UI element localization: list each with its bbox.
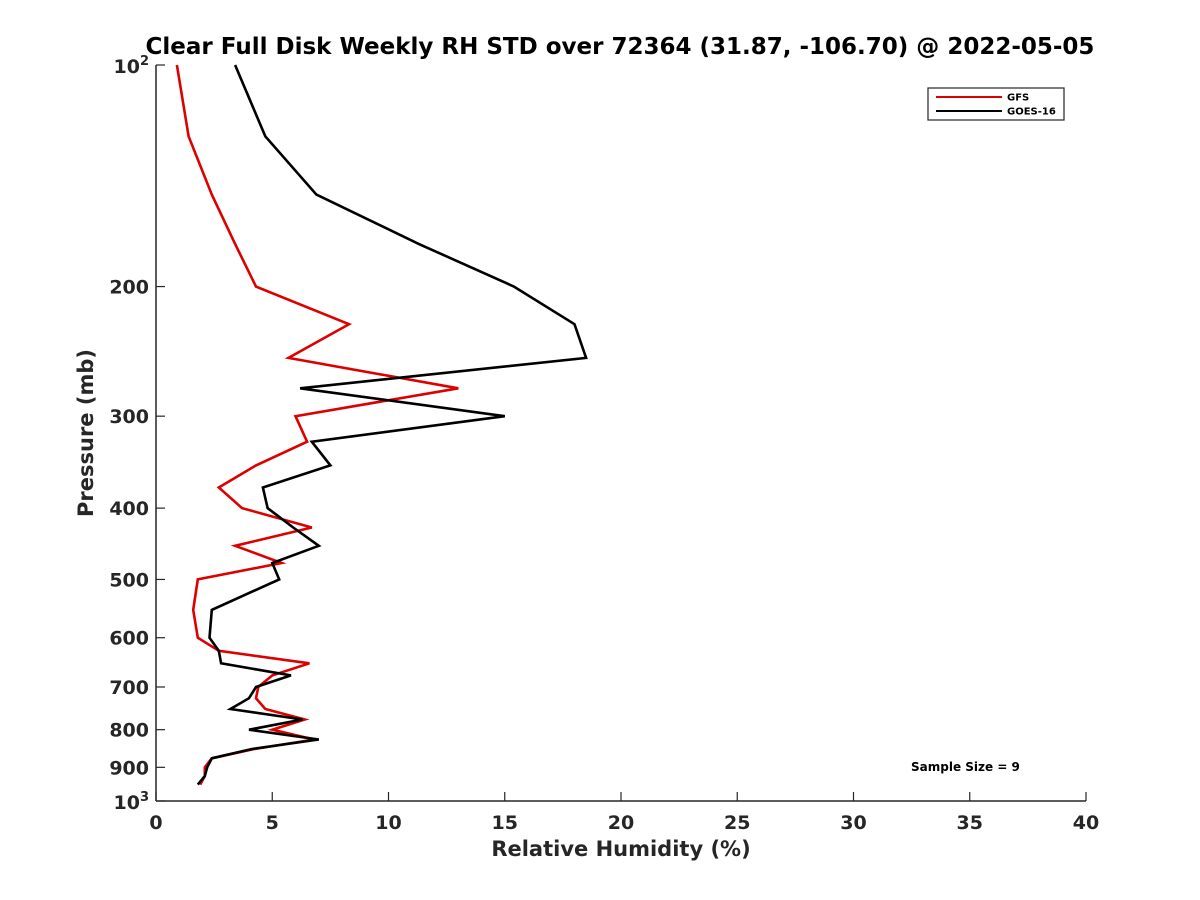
y-tick-label: 900 [109,757,149,779]
y-tick-base: 10 [114,792,140,814]
y-tick-label: 400 [109,498,149,520]
y-tick-label: 600 [109,628,149,650]
x-tick-label: 0 [149,812,162,834]
x-axis-label: Relative Humidity (%) [491,837,750,861]
x-tick-label: 30 [840,812,866,834]
x-tick-label: 5 [266,812,279,834]
y-tick-label: 700 [109,677,149,699]
x-ticks: 0 5 10 15 20 25 30 35 40 [149,792,1099,834]
y-tick-label: 800 [109,720,149,742]
y-tick-label: 300 [109,406,149,428]
legend-box [927,87,1065,121]
x-tick-label: 40 [1073,812,1099,834]
x-tick-label: 35 [957,812,983,834]
x-tick-label: 15 [492,812,518,834]
sample-size-annotation: Sample Size = 9 [911,760,1020,774]
legend: GFS GOES-16 [927,87,1065,121]
y-axis-label: Pressure (mb) [74,349,98,517]
legend-label-gfs: GFS [1007,93,1029,104]
y-tick-base: 10 [114,56,140,78]
x-tick-label: 10 [375,812,401,834]
series-line-gfs [175,64,459,786]
y-tick-label: 102 [114,54,150,78]
y-tick-exponent: 2 [140,54,149,69]
y-tick-exponent: 3 [140,790,149,805]
x-tick-label: 20 [608,812,634,834]
legend-label-goes16: GOES-16 [1007,107,1056,118]
series-line-goes16 [196,64,588,786]
y-tick-label: 500 [109,569,149,591]
plot-lines [175,64,588,786]
chart-title: Clear Full Disk Weekly RH STD over 72364… [146,34,1095,60]
y-tick-label: 200 [109,277,149,299]
x-tick-label: 25 [724,812,750,834]
y-tick-label: 103 [114,790,150,814]
